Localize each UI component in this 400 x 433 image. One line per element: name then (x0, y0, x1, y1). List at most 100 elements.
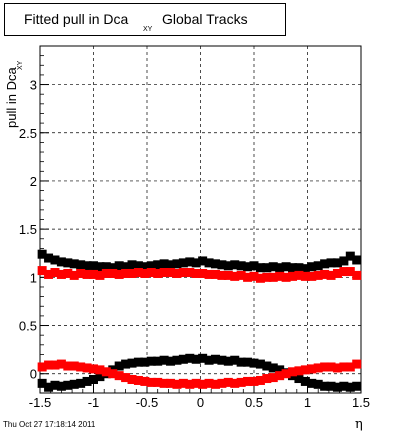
data-point (44, 360, 54, 370)
data-point (236, 261, 246, 271)
data-point (230, 260, 240, 270)
data-point (127, 375, 137, 385)
data-point (339, 381, 349, 391)
data-point (210, 379, 220, 389)
x-tick-label: -1 (88, 395, 100, 410)
data-point (198, 353, 208, 363)
data-point (95, 365, 105, 375)
y-axis-label-subscript: XY (17, 60, 24, 70)
data-point (44, 382, 54, 392)
data-point (352, 255, 362, 265)
y-tick-label: 1.5 (19, 222, 37, 237)
y-tick-label: 1 (30, 270, 37, 285)
data-point (320, 259, 330, 269)
data-point (275, 271, 285, 281)
data-point (288, 367, 298, 377)
data-point (76, 260, 86, 270)
data-point (63, 361, 73, 371)
data-point (300, 365, 310, 375)
data-point (153, 260, 163, 270)
title-main: Fitted pull in Dca (24, 11, 129, 27)
data-point (217, 260, 227, 270)
data-point (268, 262, 278, 272)
data-point (332, 268, 342, 278)
data-point (108, 369, 118, 379)
data-point (127, 268, 137, 278)
data-point (249, 261, 259, 271)
data-point (294, 270, 304, 280)
data-point (146, 261, 156, 271)
data-point (166, 356, 176, 366)
data-point (217, 378, 227, 388)
data-point (300, 376, 310, 386)
data-point (255, 273, 265, 283)
data-point (95, 270, 105, 280)
data-point (44, 253, 54, 263)
data-point (166, 260, 176, 270)
data-point (146, 377, 156, 387)
data-point (339, 362, 349, 372)
data-point (249, 376, 259, 386)
data-point (300, 271, 310, 281)
data-point (114, 261, 124, 271)
data-point (294, 374, 304, 384)
title-suffix: Global Tracks (162, 11, 248, 27)
data-point (140, 262, 150, 272)
data-point (146, 268, 156, 278)
data-point (108, 263, 118, 273)
data-point (133, 357, 143, 367)
data-point (191, 258, 201, 268)
data-point (204, 378, 214, 388)
data-point (101, 367, 111, 377)
data-point (262, 263, 272, 273)
data-point (223, 270, 233, 280)
data-point (140, 357, 150, 367)
data-point (326, 362, 336, 372)
data-point (320, 269, 330, 279)
data-point (178, 378, 188, 388)
data-point (198, 256, 208, 266)
data-point (320, 381, 330, 391)
data-point (76, 378, 86, 388)
data-point (294, 366, 304, 376)
data-point (56, 257, 66, 267)
data-point (37, 378, 47, 388)
data-point (178, 354, 188, 364)
data-point (230, 271, 240, 281)
data-point (82, 363, 92, 373)
data-point (56, 269, 66, 279)
data-point (281, 272, 291, 282)
data-point (243, 376, 253, 386)
data-point (76, 268, 86, 278)
data-point (345, 362, 355, 372)
data-point (185, 268, 195, 278)
data-point (352, 270, 362, 280)
data-point (326, 381, 336, 391)
data-point (50, 268, 60, 278)
data-point (172, 259, 182, 269)
data-point (352, 381, 362, 391)
data-point (307, 271, 317, 281)
data-point (69, 379, 79, 389)
data-point (198, 379, 208, 389)
data-point (121, 262, 131, 272)
data-point (56, 359, 66, 369)
data-point (178, 258, 188, 268)
data-point (101, 268, 111, 278)
data-point (268, 373, 278, 383)
title-box: Fitted pull in Dca XY Global Tracks (4, 3, 286, 36)
x-tick-label: 0 (197, 395, 204, 410)
data-point (108, 268, 118, 278)
data-point (82, 269, 92, 279)
data-point (133, 261, 143, 271)
y-tick-label: 2.5 (19, 126, 37, 141)
data-point (63, 258, 73, 268)
data-point (326, 270, 336, 280)
data-point (255, 359, 265, 369)
data-point (172, 268, 182, 278)
data-point (313, 379, 323, 389)
y-tick-label: 3 (30, 78, 37, 93)
data-point (326, 258, 336, 268)
data-point (50, 380, 60, 390)
data-point (76, 362, 86, 372)
